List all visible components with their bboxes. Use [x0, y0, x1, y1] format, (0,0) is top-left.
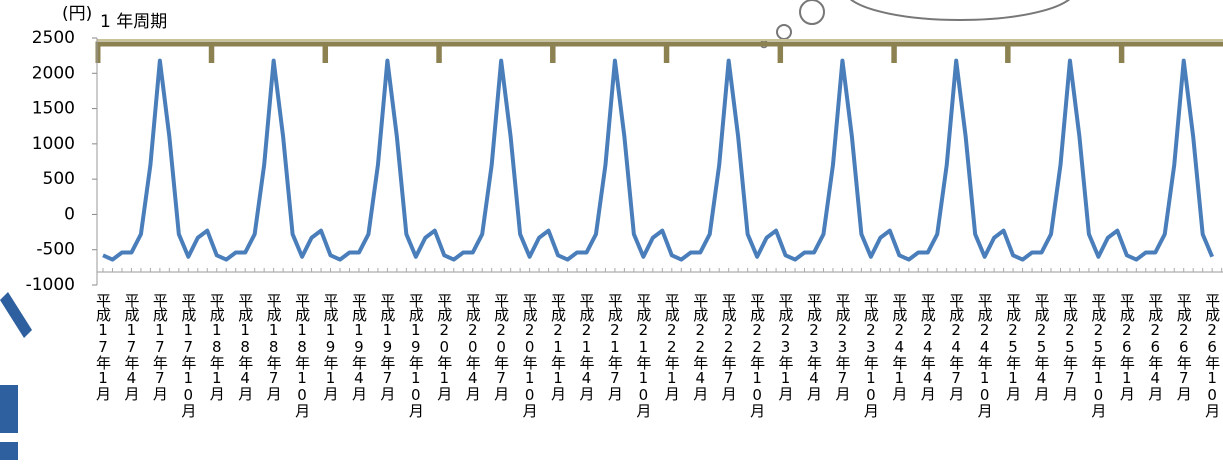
x-tick-label: 平成24年10月	[976, 293, 994, 419]
year-bracket	[1008, 44, 1121, 63]
year-bracket	[326, 44, 439, 63]
y-label: (円)	[62, 4, 92, 24]
x-tick-label: 平成21年4月	[577, 293, 595, 402]
x-tick-label: 平成18年7月	[265, 293, 283, 402]
y-tick-label: 2500	[32, 28, 75, 48]
chart: (円) 1 年周期 -1000 -500 0 500 1000 1500 2000 2500 平…	[0, 0, 1223, 470]
x-tick-label: 平成18年1月	[208, 293, 226, 402]
x-tick-label: 平成20年4月	[464, 293, 482, 402]
x-tick-label: 平成20年10月	[521, 293, 539, 419]
y-tick-label: 500	[43, 169, 75, 189]
year-bracket	[894, 44, 1007, 63]
x-tick-label: 平成26年1月	[1118, 293, 1136, 402]
x-tick-label: 平成25年4月	[1033, 293, 1051, 402]
x-tick-label: 平成19年10月	[407, 293, 425, 419]
x-tick-label: 平成23年7月	[833, 293, 851, 402]
x-tick-label: 平成23年10月	[862, 293, 880, 419]
x-tick-label: 平成22年1月	[663, 293, 681, 402]
year-bracket	[98, 44, 211, 63]
y-tick-label: 2000	[32, 63, 75, 83]
x-tick-label: 平成24年7月	[947, 293, 965, 402]
x-tick-label: 平成24年4月	[919, 293, 937, 402]
x-tick-label: 平成17年7月	[151, 293, 169, 402]
x-tick-label: 平成22年7月	[720, 293, 738, 402]
y-tick-label: -500	[36, 240, 75, 260]
y-tick-label: -1000	[26, 275, 75, 295]
x-tick-label: 平成26年10月	[1203, 293, 1221, 419]
x-tick-label: 平成22年4月	[691, 293, 709, 402]
annotation: 1 年周期	[100, 12, 167, 32]
year-bracket	[439, 44, 552, 63]
y-tick-label: 0	[64, 204, 75, 224]
x-tick-label: 平成18年4月	[236, 293, 254, 402]
x-tick-label: 平成23年1月	[777, 293, 795, 402]
x-tick-label: 平成25年1月	[1004, 293, 1022, 402]
year-bracket	[553, 44, 666, 63]
x-tick-label: 平成24年1月	[890, 293, 908, 402]
x-tick-label: 平成19年7月	[378, 293, 396, 402]
x-tick-label: 平成18年10月	[293, 293, 311, 419]
x-tick-label: 平成20年7月	[492, 293, 510, 402]
y-tick-label: 1500	[32, 99, 75, 119]
year-bracket	[781, 44, 894, 63]
year-bracket	[212, 44, 325, 63]
x-tick-label: 平成17年10月	[179, 293, 197, 419]
data-line	[103, 61, 1212, 260]
x-tick-label: 平成22年10月	[748, 293, 766, 419]
x-tick-label: 平成19年4月	[350, 293, 368, 402]
x-tick-label: 平成17年1月	[94, 293, 112, 402]
x-tick-label: 平成26年4月	[1146, 293, 1164, 402]
x-tick-label: 平成21年10月	[634, 293, 652, 419]
x-tick-label: 平成23年4月	[805, 293, 823, 402]
x-tick-label: 平成19年1月	[322, 293, 340, 402]
x-tick-label: 平成20年1月	[435, 293, 453, 402]
x-tick-label: 平成17年4月	[122, 293, 140, 402]
x-tick-label: 平成25年7月	[1061, 293, 1079, 402]
year-bracket	[1122, 44, 1223, 63]
x-tick-label: 平成21年7月	[606, 293, 624, 402]
x-tick-label: 平成26年7月	[1175, 293, 1193, 402]
x-tick-label: 平成21年1月	[549, 293, 567, 402]
x-tick-label: 平成25年10月	[1089, 293, 1107, 419]
y-tick-label: 1000	[32, 134, 75, 154]
